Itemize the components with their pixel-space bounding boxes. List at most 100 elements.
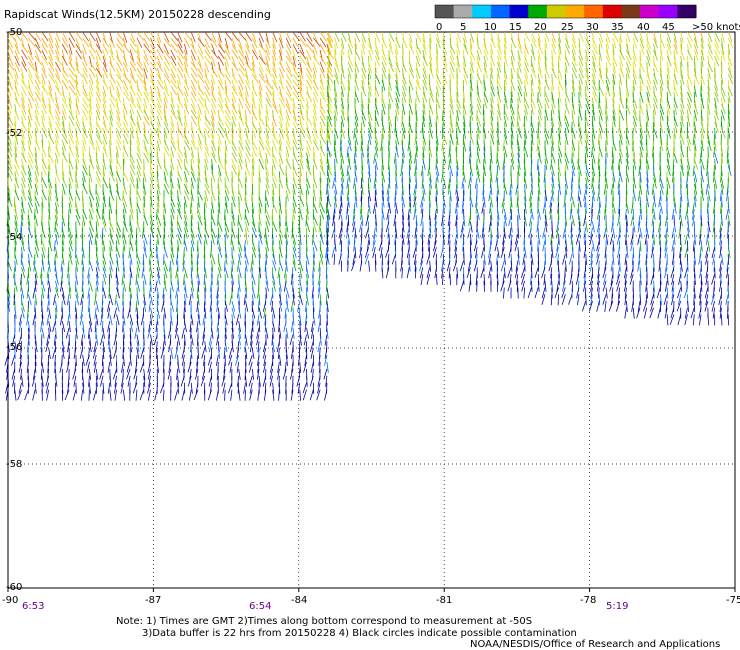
wind-barb (727, 103, 730, 115)
wind-barb (272, 382, 275, 394)
wind-barb (170, 240, 174, 252)
wind-barb (156, 121, 161, 133)
wind-barb (279, 55, 283, 67)
wind-barb (415, 73, 420, 85)
wind-barb (714, 152, 719, 164)
wind-barb (571, 79, 575, 91)
wind-barb (204, 109, 207, 121)
wind-barb (238, 109, 243, 121)
wind-barb (497, 109, 502, 121)
wind-barb (197, 91, 205, 102)
wind-barb (503, 253, 506, 265)
wind-barb (184, 140, 191, 151)
wind-barb (469, 221, 473, 233)
wind-barb (174, 389, 179, 401)
wind-barb (449, 127, 453, 139)
wind-barb (177, 73, 181, 85)
wind-barb (678, 227, 682, 239)
wind-barb (341, 115, 345, 127)
legend-swatch (435, 5, 455, 18)
wind-barb (285, 183, 291, 195)
wind-barb (34, 247, 39, 258)
wind-barb (48, 79, 53, 91)
wind-barb (204, 61, 210, 73)
wind-barb (48, 227, 52, 239)
wind-barb (102, 152, 105, 164)
wind-barb (571, 67, 578, 79)
wind-barb (55, 267, 58, 279)
wind-barb (156, 140, 161, 152)
wind-barb (136, 321, 140, 332)
wind-barb (687, 196, 690, 208)
wind-barb (394, 233, 397, 245)
wind-barb (490, 233, 492, 245)
wind-barb (422, 43, 427, 55)
wind-barb (456, 190, 460, 202)
wind-barb (27, 152, 34, 164)
wind-barb (408, 196, 412, 208)
wind-barb (679, 253, 682, 265)
wind-barb (177, 165, 179, 177)
wind-barb (251, 85, 258, 97)
wind-barb (231, 227, 236, 239)
wind-barb (563, 196, 566, 208)
wind-barb (666, 127, 672, 139)
wind-barb (571, 146, 575, 158)
wind-barb (619, 31, 623, 43)
wind-barb (482, 171, 485, 183)
wind-barb (476, 152, 481, 164)
wind-barb (87, 327, 90, 339)
wind-barb (143, 43, 151, 53)
wind-barb (727, 49, 730, 62)
wind-barb (136, 146, 142, 157)
wind-barb (150, 165, 154, 176)
wind-barb (41, 109, 46, 121)
wind-barb (68, 196, 73, 208)
wind-barb (251, 140, 258, 151)
wind-barb (319, 152, 323, 164)
wind-barb (170, 91, 174, 103)
wind-barb (415, 177, 418, 189)
wind-barb (481, 227, 485, 239)
wind-barb (671, 208, 675, 220)
wind-barb (632, 109, 638, 121)
wind-barb (639, 43, 645, 55)
wind-barb (61, 253, 65, 265)
wind-barb (149, 347, 151, 360)
wind-barb (204, 183, 210, 195)
wind-barb (523, 115, 526, 128)
wind-barb (156, 307, 161, 319)
wind-barb (28, 61, 36, 71)
wind-barb (463, 103, 467, 115)
wind-barb (299, 361, 302, 373)
wind-barb (488, 253, 492, 265)
wind-barb (537, 67, 543, 79)
wind-barb (469, 61, 474, 73)
wind-barb (116, 103, 121, 115)
wind-barb (290, 274, 294, 285)
wind-barb (94, 321, 97, 333)
wind-barb (272, 341, 275, 353)
wind-barb (89, 227, 94, 239)
wind-barb (700, 215, 703, 227)
wind-barb (95, 91, 102, 103)
wind-barb (632, 190, 637, 202)
wind-barb (217, 85, 222, 97)
wind-barb (509, 202, 512, 214)
wind-barb (721, 31, 725, 43)
wind-barb (463, 121, 466, 133)
wind-barb (341, 49, 343, 62)
wind-barb (374, 85, 380, 97)
wind-barb (374, 196, 378, 208)
wind-barb (707, 61, 713, 73)
wind-barb (292, 247, 297, 258)
wind-barb (32, 389, 36, 401)
wind-barb (551, 171, 554, 183)
wind-barb (549, 208, 553, 220)
wind-barb (585, 37, 591, 49)
wind-barb (190, 115, 197, 126)
wind-barb (531, 127, 534, 139)
wind-barb (680, 97, 685, 109)
wind-barb (497, 97, 500, 109)
wind-barb (68, 97, 72, 109)
